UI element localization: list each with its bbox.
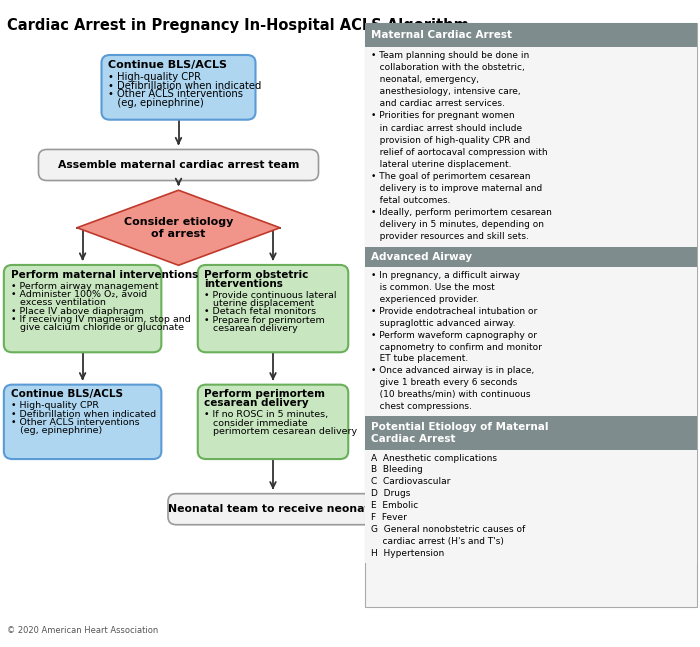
- Text: cesarean delivery: cesarean delivery: [204, 399, 309, 408]
- Text: • Other ACLS interventions: • Other ACLS interventions: [108, 89, 243, 100]
- Text: • Team planning should be done in: • Team planning should be done in: [371, 51, 529, 60]
- Text: D  Drugs: D Drugs: [371, 489, 410, 498]
- Text: and cardiac arrest services.: and cardiac arrest services.: [371, 100, 505, 109]
- Text: consider immediate: consider immediate: [204, 419, 308, 428]
- FancyBboxPatch shape: [365, 247, 696, 267]
- FancyBboxPatch shape: [365, 23, 696, 47]
- Text: • Defibrillation when indicated: • Defibrillation when indicated: [10, 410, 155, 419]
- Text: B  Bleeding: B Bleeding: [371, 465, 423, 474]
- FancyBboxPatch shape: [365, 267, 696, 416]
- Text: • Ideally, perform perimortem cesarean: • Ideally, perform perimortem cesarean: [371, 208, 552, 217]
- Text: • Provide continuous lateral: • Provide continuous lateral: [204, 291, 337, 300]
- Text: relief of aortocaval compression with: relief of aortocaval compression with: [371, 148, 547, 157]
- Text: give 1 breath every 6 seconds: give 1 breath every 6 seconds: [371, 378, 517, 388]
- FancyBboxPatch shape: [4, 265, 161, 352]
- FancyBboxPatch shape: [365, 450, 696, 563]
- FancyBboxPatch shape: [38, 149, 318, 181]
- FancyBboxPatch shape: [365, 416, 696, 450]
- Text: delivery in 5 minutes, depending on: delivery in 5 minutes, depending on: [371, 220, 544, 229]
- FancyBboxPatch shape: [4, 384, 161, 459]
- FancyBboxPatch shape: [365, 47, 696, 247]
- Text: • Provide endotracheal intubation or: • Provide endotracheal intubation or: [371, 307, 538, 316]
- Text: F  Fever: F Fever: [371, 513, 407, 522]
- Text: © 2020 American Heart Association: © 2020 American Heart Association: [7, 626, 158, 635]
- Text: Assemble maternal cardiac arrest team: Assemble maternal cardiac arrest team: [58, 160, 299, 170]
- Text: • Administer 100% O₂, avoid: • Administer 100% O₂, avoid: [10, 290, 147, 299]
- Text: fetal outcomes.: fetal outcomes.: [371, 196, 450, 205]
- Text: Continue BLS/ACLS: Continue BLS/ACLS: [10, 389, 122, 399]
- Text: Neonatal team to receive neonate: Neonatal team to receive neonate: [169, 504, 377, 514]
- Text: • Once advanced airway is in place,: • Once advanced airway is in place,: [371, 366, 534, 375]
- Text: • Perform airway management: • Perform airway management: [10, 281, 158, 291]
- Text: uterine displacement: uterine displacement: [204, 299, 315, 308]
- Text: give calcium chloride or gluconate: give calcium chloride or gluconate: [10, 324, 183, 332]
- Text: provider resources and skill sets.: provider resources and skill sets.: [371, 232, 529, 241]
- Text: • If no ROSC in 5 minutes,: • If no ROSC in 5 minutes,: [204, 410, 328, 419]
- Text: cesarean delivery: cesarean delivery: [204, 324, 298, 333]
- FancyBboxPatch shape: [102, 55, 256, 120]
- Text: excess ventilation: excess ventilation: [10, 298, 106, 307]
- Text: • If receiving IV magnesium, stop and: • If receiving IV magnesium, stop and: [10, 315, 190, 324]
- Text: • Perform waveform capnography or: • Perform waveform capnography or: [371, 331, 537, 340]
- Text: (10 breaths/min) with continuous: (10 breaths/min) with continuous: [371, 390, 531, 399]
- Text: lateral uterine displacement.: lateral uterine displacement.: [371, 160, 512, 169]
- Text: • Other ACLS interventions: • Other ACLS interventions: [10, 418, 139, 427]
- Text: Consider etiology
of arrest: Consider etiology of arrest: [124, 217, 233, 239]
- Text: interventions: interventions: [204, 279, 284, 289]
- FancyBboxPatch shape: [168, 494, 378, 525]
- Text: delivery is to improve maternal and: delivery is to improve maternal and: [371, 184, 542, 193]
- FancyBboxPatch shape: [198, 265, 349, 352]
- Text: • High-quality CPR: • High-quality CPR: [108, 72, 201, 82]
- Text: • Prepare for perimortem: • Prepare for perimortem: [204, 316, 326, 325]
- Text: (eg, epinephrine): (eg, epinephrine): [10, 426, 102, 435]
- Text: perimortem cesarean delivery: perimortem cesarean delivery: [204, 427, 358, 436]
- Text: Perform obstetric: Perform obstetric: [204, 270, 309, 280]
- Text: ET tube placement.: ET tube placement.: [371, 355, 468, 364]
- Text: experienced provider.: experienced provider.: [371, 295, 479, 304]
- Text: is common. Use the most: is common. Use the most: [371, 283, 495, 292]
- Text: Perform perimortem: Perform perimortem: [204, 389, 326, 399]
- FancyBboxPatch shape: [198, 384, 349, 459]
- Text: • In pregnancy, a difficult airway: • In pregnancy, a difficult airway: [371, 271, 520, 280]
- Polygon shape: [77, 190, 280, 265]
- Text: G  General nonobstetric causes of: G General nonobstetric causes of: [371, 525, 525, 534]
- Text: • Priorities for pregnant women: • Priorities for pregnant women: [371, 111, 514, 120]
- Text: cardiac arrest (H's and T's): cardiac arrest (H's and T's): [371, 537, 504, 546]
- Text: supraglottic advanced airway.: supraglottic advanced airway.: [371, 319, 515, 328]
- Text: • Place IV above diaphragm: • Place IV above diaphragm: [10, 307, 144, 316]
- Text: Potential Etiology of Maternal
Cardiac Arrest: Potential Etiology of Maternal Cardiac A…: [371, 422, 549, 444]
- Text: C  Cardiovascular: C Cardiovascular: [371, 477, 450, 487]
- Text: capnometry to confirm and monitor: capnometry to confirm and monitor: [371, 342, 542, 351]
- Text: Cardiac Arrest in Pregnancy In-Hospital ACLS Algorithm: Cardiac Arrest in Pregnancy In-Hospital …: [7, 18, 469, 33]
- Text: neonatal, emergency,: neonatal, emergency,: [371, 75, 479, 84]
- FancyBboxPatch shape: [365, 23, 696, 607]
- Text: Advanced Airway: Advanced Airway: [371, 252, 472, 262]
- Text: Continue BLS/ACLS: Continue BLS/ACLS: [108, 60, 228, 70]
- Text: • High-quality CPR: • High-quality CPR: [10, 401, 99, 410]
- Text: provision of high-quality CPR and: provision of high-quality CPR and: [371, 136, 531, 145]
- Text: E  Embolic: E Embolic: [371, 501, 419, 510]
- Text: • Defibrillation when indicated: • Defibrillation when indicated: [108, 81, 262, 91]
- Text: in cardiac arrest should include: in cardiac arrest should include: [371, 124, 522, 133]
- Text: chest compressions.: chest compressions.: [371, 402, 472, 411]
- Text: Perform maternal interventions: Perform maternal interventions: [10, 270, 198, 280]
- Text: • The goal of perimortem cesarean: • The goal of perimortem cesarean: [371, 172, 531, 181]
- Text: A  Anesthetic complications: A Anesthetic complications: [371, 454, 497, 463]
- Text: • Detach fetal monitors: • Detach fetal monitors: [204, 307, 316, 316]
- Text: anesthesiology, intensive care,: anesthesiology, intensive care,: [371, 87, 521, 96]
- Text: H  Hypertension: H Hypertension: [371, 549, 444, 558]
- Text: Maternal Cardiac Arrest: Maternal Cardiac Arrest: [371, 30, 512, 40]
- Text: (eg, epinephrine): (eg, epinephrine): [108, 98, 204, 108]
- Text: collaboration with the obstetric,: collaboration with the obstetric,: [371, 63, 525, 72]
